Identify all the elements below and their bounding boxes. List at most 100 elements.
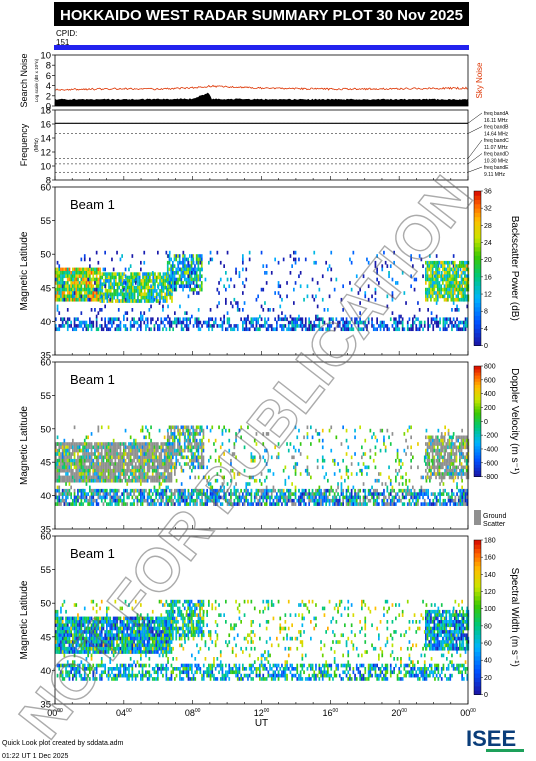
power-cell: [152, 279, 155, 283]
velocity-cell: [116, 455, 118, 460]
velocity-cell: [90, 478, 93, 483]
power-cell: [444, 324, 446, 328]
velocity-cell: [145, 472, 147, 476]
velocity-cell: [97, 425, 100, 430]
velocity-cell: [455, 472, 458, 476]
velocity-cell: [306, 425, 309, 430]
velocity-cell: [270, 488, 273, 493]
power-cell: [396, 281, 399, 285]
velocity-cell: [267, 432, 270, 436]
power-cell: [180, 281, 183, 285]
velocity-cell: [270, 492, 273, 496]
power-cell: [425, 271, 427, 275]
velocity-cell: [66, 455, 69, 460]
velocity-cell: [445, 462, 448, 466]
velocity-cell: [352, 485, 355, 490]
power-cell: [464, 267, 466, 272]
velocity-cell: [165, 452, 168, 456]
velocity-cell: [330, 485, 333, 490]
velocity-cell: [371, 435, 373, 440]
velocity-cell: [277, 452, 280, 456]
velocity-cell: [383, 492, 385, 496]
power-cell: [115, 272, 117, 276]
velocity-cell: [192, 488, 195, 493]
velocity-cell: [321, 458, 324, 463]
velocity-cell: [238, 502, 241, 506]
velocity-cell: [304, 468, 307, 473]
velocity-cell: [117, 468, 120, 473]
power-cell: [435, 264, 437, 268]
power-cell: [440, 284, 442, 289]
velocity-cell: [395, 468, 397, 473]
velocity-cell: [89, 472, 91, 476]
velocity-cell: [165, 492, 168, 496]
velocity-cell: [372, 495, 375, 500]
velocity-cell: [121, 462, 123, 466]
ground-scatter-label: Scatter: [483, 521, 506, 528]
velocity-cell: [187, 428, 189, 433]
velocity-cell: [134, 465, 137, 470]
velocity-cell: [89, 488, 91, 493]
velocity-cell: [109, 445, 112, 450]
velocity-cell: [265, 432, 268, 436]
velocity-cell: [155, 492, 157, 496]
power-cell: [166, 289, 168, 293]
velocity-cell: [153, 475, 156, 480]
power-cell: [216, 324, 219, 328]
power-cell: [121, 275, 124, 280]
power-cell: [431, 274, 434, 279]
power-colorbar-step: [474, 229, 481, 235]
velocity-cell: [104, 488, 106, 493]
velocity-cell: [405, 495, 407, 500]
power-cell: [58, 267, 61, 272]
velocity-cell: [104, 452, 106, 456]
power-cell: [447, 264, 449, 268]
velocity-cell: [70, 455, 72, 460]
velocity-cell: [66, 478, 69, 483]
power-cell: [413, 277, 416, 282]
velocity-cell: [359, 502, 361, 506]
velocity-cell: [335, 498, 338, 503]
power-cell: [103, 299, 105, 303]
velocity-cell: [121, 442, 123, 446]
velocity-cell: [206, 425, 208, 430]
power-cell: [155, 295, 158, 300]
velocity-cell: [245, 498, 248, 503]
power-cell: [417, 317, 419, 322]
velocity-cell: [78, 448, 81, 453]
power-cell: [78, 281, 81, 285]
power-cell: [121, 295, 124, 300]
velocity-cell: [190, 458, 193, 463]
power-cell: [260, 304, 263, 309]
velocity-cell: [173, 432, 176, 436]
velocity-cell: [226, 488, 229, 493]
velocity-cell: [162, 445, 164, 450]
velocity-cell: [75, 472, 78, 476]
velocity-cell: [260, 472, 263, 476]
power-cell: [333, 327, 336, 332]
velocity-cell: [231, 468, 234, 473]
power-cell: [413, 314, 416, 319]
power-cell: [143, 250, 146, 255]
power-cell: [192, 257, 195, 262]
power-cell: [61, 291, 64, 295]
power-ytick-label: 50: [40, 250, 51, 261]
velocity-cell: [136, 442, 139, 446]
power-cell: [140, 267, 142, 272]
velocity-cell: [80, 465, 83, 470]
velocity-cell: [82, 445, 84, 450]
power-cell: [175, 324, 178, 328]
power-cell: [242, 267, 244, 272]
velocity-cell: [201, 502, 203, 506]
power-cell: [388, 327, 390, 332]
power-cell: [153, 327, 156, 332]
velocity-cell: [459, 462, 461, 466]
velocity-cell: [157, 468, 159, 473]
power-cell: [147, 299, 149, 303]
velocity-cell: [155, 445, 157, 450]
power-cell: [281, 327, 283, 332]
velocity-cell: [129, 492, 132, 496]
power-cell: [452, 267, 454, 272]
velocity-cell: [95, 475, 98, 480]
power-cell: [55, 281, 57, 285]
